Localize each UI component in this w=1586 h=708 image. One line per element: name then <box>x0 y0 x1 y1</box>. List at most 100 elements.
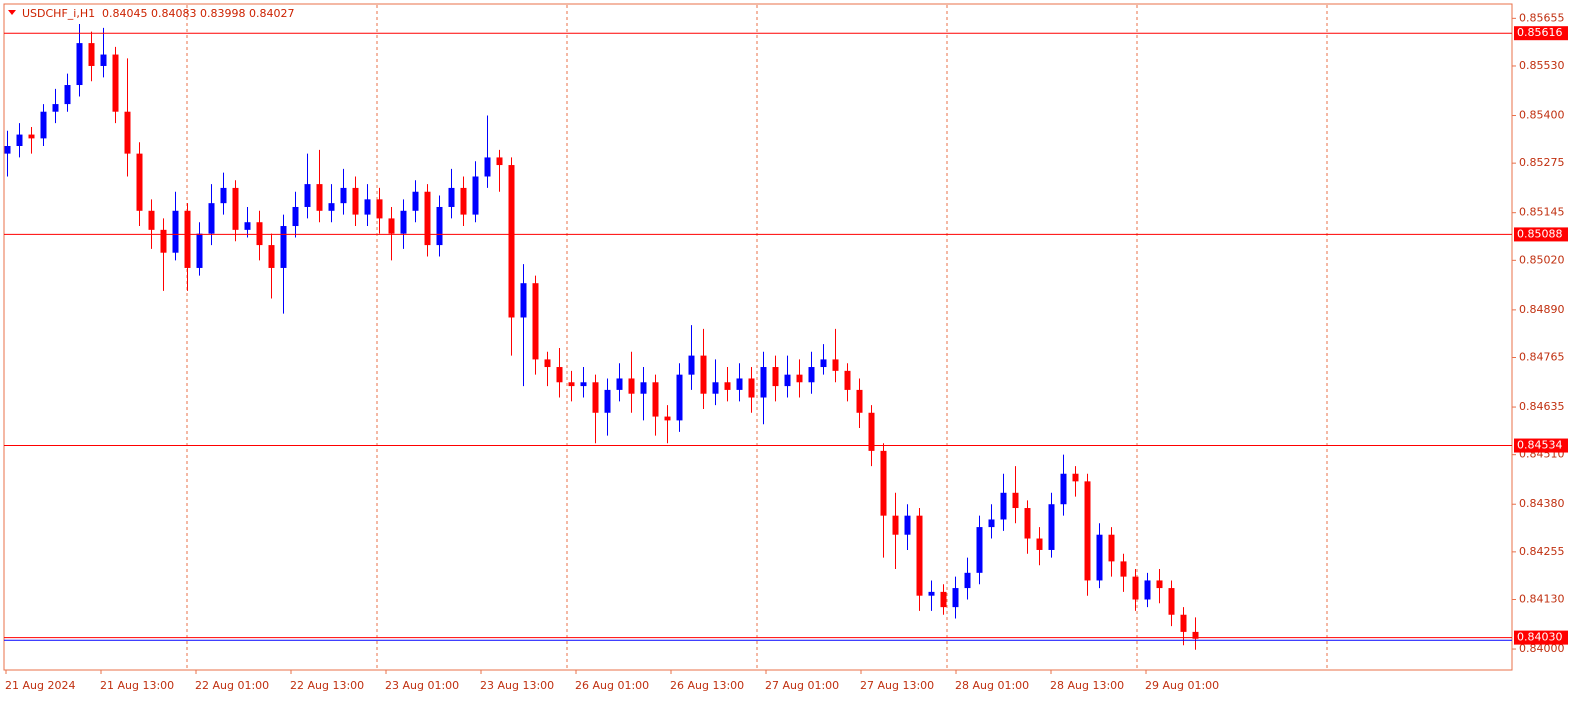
candle-body <box>496 157 503 166</box>
candle-body <box>748 378 755 398</box>
candle-body <box>268 245 275 268</box>
candle-body <box>1168 588 1175 615</box>
candle-body <box>112 54 119 112</box>
candle-body <box>688 355 695 375</box>
candle-body <box>676 374 683 421</box>
x-tick-label: 26 Aug 13:00 <box>670 679 744 692</box>
candle-body <box>736 378 743 390</box>
candle-body <box>88 43 95 66</box>
y-tick-label: 0.85275 <box>1519 156 1565 169</box>
x-tick-label: 28 Aug 01:00 <box>955 679 1029 692</box>
plot-frame <box>3 3 1513 671</box>
candle-body <box>784 374 791 387</box>
candle-body <box>1108 534 1115 562</box>
candle-body <box>304 184 311 207</box>
candle-body <box>4 146 11 154</box>
candle-body <box>1120 561 1127 577</box>
x-tick-label: 27 Aug 01:00 <box>765 679 839 692</box>
candle-body <box>16 134 23 147</box>
candle-body <box>712 382 719 394</box>
x-tick-label: 21 Aug 2024 <box>5 679 75 692</box>
candle-body <box>1072 473 1079 482</box>
candle-body <box>532 283 539 360</box>
candle-body <box>940 591 947 608</box>
candle-body <box>1144 580 1151 600</box>
level-label-box <box>1514 630 1568 645</box>
candle-body <box>1132 576 1139 600</box>
candle-body <box>772 367 779 387</box>
candle-body <box>1012 492 1019 509</box>
candle-body <box>952 588 959 608</box>
x-tick-label: 29 Aug 01:00 <box>1145 679 1219 692</box>
candle-body <box>1060 473 1067 505</box>
candle-body <box>652 382 659 417</box>
candle-body <box>64 85 71 105</box>
candle-body <box>412 191 419 211</box>
candle-body <box>1036 538 1043 550</box>
y-tick-label: 0.84255 <box>1519 545 1565 558</box>
candle-body <box>1084 481 1091 581</box>
menu-arrow[interactable] <box>8 10 16 15</box>
candle-body <box>256 222 263 246</box>
candle-body <box>472 176 479 215</box>
candle-body <box>232 187 239 230</box>
candle-body <box>760 367 767 398</box>
candle-body <box>28 134 35 139</box>
candle-body <box>1192 631 1199 639</box>
y-tick-label: 0.85020 <box>1519 253 1565 266</box>
candle-body <box>964 572 971 589</box>
candle-body <box>1048 504 1055 550</box>
candle-body <box>892 515 899 535</box>
candle-body <box>52 104 59 112</box>
x-tick-label: 26 Aug 01:00 <box>575 679 649 692</box>
candle-body <box>820 359 827 368</box>
candle-body <box>556 367 563 383</box>
candle-body <box>124 111 131 154</box>
candle-body <box>580 382 587 387</box>
candle-body <box>160 229 167 253</box>
candle-body <box>388 218 395 234</box>
y-tick-label: 0.85655 <box>1519 11 1565 24</box>
candle-body <box>460 187 467 215</box>
plot <box>4 24 1199 650</box>
candle-body <box>592 382 599 413</box>
candle-body <box>196 233 203 268</box>
candle-body <box>604 389 611 413</box>
candle-body <box>136 153 143 211</box>
level-label: 0.85616 <box>1517 26 1563 39</box>
y-tick-label: 0.84380 <box>1519 497 1565 510</box>
level-label: 0.85088 <box>1517 227 1563 240</box>
candle-body <box>40 111 47 139</box>
candle-body <box>316 184 323 211</box>
candle-body <box>1180 614 1187 632</box>
candle-body <box>100 54 107 66</box>
candle-body <box>832 359 839 371</box>
y-tick-label: 0.84635 <box>1519 400 1565 413</box>
candle-body <box>868 412 875 451</box>
x-tick-label: 22 Aug 01:00 <box>195 679 269 692</box>
candle-body <box>508 165 515 318</box>
candle-body <box>76 43 83 86</box>
candle-body <box>520 283 527 318</box>
candle-body <box>1024 508 1031 539</box>
candle-body <box>724 382 731 390</box>
candle-body <box>616 378 623 390</box>
y-tick-label: 0.84890 <box>1519 303 1565 316</box>
candle-body <box>664 416 671 421</box>
candle-body <box>292 206 299 227</box>
level-label-box <box>1514 26 1568 41</box>
candle-body <box>184 210 191 268</box>
candle-body <box>1156 580 1163 589</box>
candle-body <box>400 210 407 234</box>
candle-body <box>424 191 431 246</box>
candle-body <box>364 199 371 215</box>
candle-body <box>628 378 635 394</box>
candle-body <box>220 187 227 204</box>
vertical-grid <box>186 5 1328 670</box>
x-tick-label: 22 Aug 13:00 <box>290 679 364 692</box>
candle-body <box>436 206 443 246</box>
candle-body <box>376 199 383 219</box>
